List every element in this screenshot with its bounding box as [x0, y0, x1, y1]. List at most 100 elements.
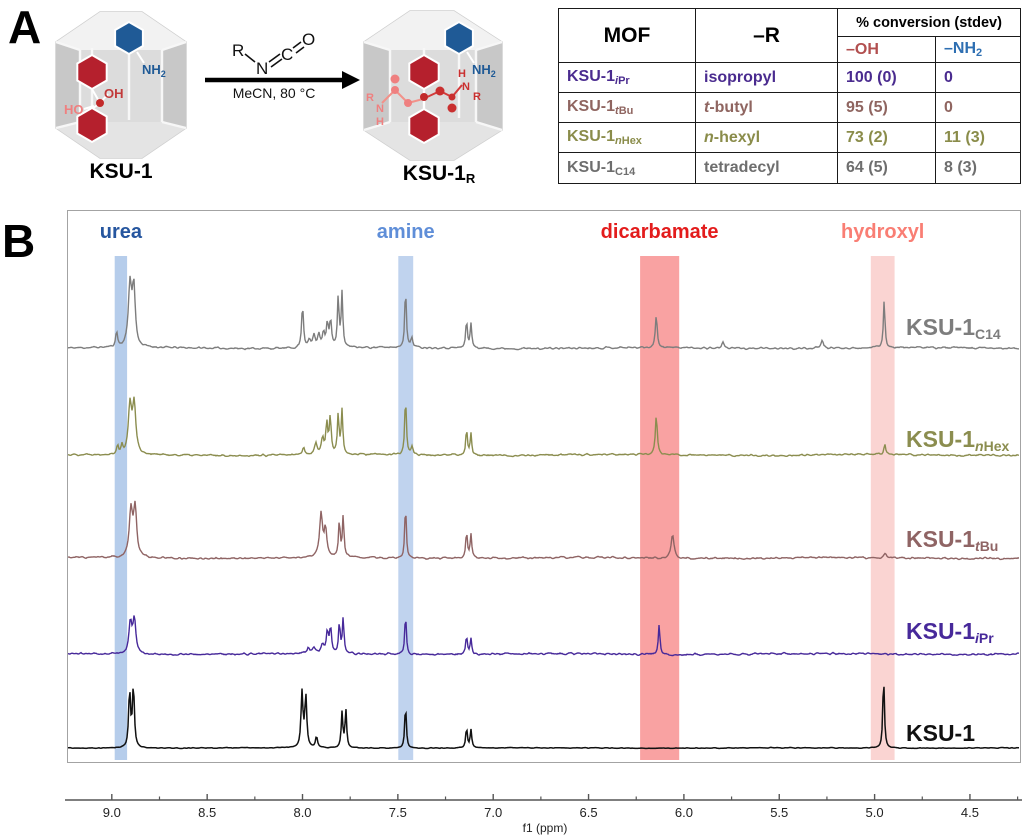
axis-tick-label: 8.5 [198, 805, 217, 820]
mof-name-cell: KSU-1C14 [558, 152, 696, 184]
r-group-cell: isopropyl [695, 62, 838, 93]
trace-label-ksu1-ipr: KSU-1iPr [906, 618, 994, 646]
cage-bottom-face [56, 122, 186, 158]
col-header-oh: –OH [837, 36, 936, 63]
svg-text:N: N [462, 81, 470, 93]
red-linker-hexagon-top [408, 53, 440, 91]
r-group-cell: tetradecyl [695, 152, 838, 184]
region-label-hydroxyl: hydroxyl [841, 221, 925, 243]
conversion-table: MOF –R % conversion (stdev) –OH –NH2 KSU… [558, 8, 1021, 184]
product-name: KSU-1R [402, 162, 476, 186]
blue-linker-hexagon [114, 20, 144, 56]
reagent-c: C [281, 45, 293, 64]
ppm-axis-labels: f1 (ppm) 9.0 8.5 8.0 7.5 7.0 6.5 6.0 5.5 5.0 4.5 [0, 763, 1024, 840]
nh2-conversion-cell: 0 [935, 92, 1021, 123]
trace-label-ksu1-tbu: KSU-1tBu [906, 526, 999, 554]
nh2-label: NH2 [142, 62, 166, 79]
svg-text:N: N [376, 103, 384, 115]
region-label-dicarbamate: dicarbamate [600, 221, 719, 243]
carbamate-chain-left: R N H [366, 74, 424, 128]
reactant-name: KSU-1 [89, 160, 153, 183]
oh-conversion-cell: 73 (2) [837, 122, 936, 153]
blue-linker-hexagon [444, 20, 474, 56]
oh-conversion-cell: 100 (0) [837, 62, 936, 93]
mof-name-cell: KSU-1iPr [558, 62, 696, 93]
reaction-arrow-group: R N C O MeCN, 80 °C [205, 30, 360, 101]
oh-label: OH [104, 86, 124, 101]
diol-carbon-dot [96, 99, 104, 107]
axis-title: f1 (ppm) [522, 821, 568, 835]
r-group-cell: t-butyl [695, 92, 838, 123]
mof-name-cell: KSU-1tBu [558, 92, 696, 123]
carbamate-chain-right: H N R [424, 68, 481, 113]
reactant-cage-illustration: OH HO NH2 [55, 11, 187, 159]
arrow-head [342, 71, 360, 89]
svg-text:H: H [458, 68, 466, 80]
reagent-o: O [302, 30, 315, 49]
table-row: KSU-1iPr isopropyl 100 (0) 0 [558, 62, 1021, 93]
product-cage-illustration: R N H H N R NH2 [363, 10, 503, 161]
cage-left-face [364, 42, 390, 130]
nmr-trace-c14 [68, 275, 1019, 351]
nmr-trace-ksu1 [68, 686, 1019, 750]
nh2-conversion-cell: 11 (3) [935, 122, 1021, 153]
cage-bottom-face [364, 122, 502, 160]
nh2-conversion-cell: 8 (3) [935, 152, 1021, 184]
oh-conversion-cell: 64 (5) [837, 152, 936, 184]
cage-left-face [56, 42, 80, 128]
svg-text:R: R [473, 91, 481, 103]
panel-b-label: B [2, 215, 36, 267]
axis-tick-label: 7.0 [484, 805, 503, 820]
nmr-trace-bu [68, 500, 1019, 561]
nmr-spectra-plot: urea amine dicarbamate hydroxyl KSU-1C14… [67, 210, 1021, 763]
axis-tick-label: 4.5 [960, 805, 979, 820]
region-label-amine: amine [376, 221, 435, 243]
table-row: KSU-1nHex n-hexyl 73 (2) 11 (3) [558, 122, 1021, 153]
mof-name-cell: KSU-1nHex [558, 122, 696, 153]
reagent-n: N [256, 59, 268, 78]
diol-carbon-dot [420, 93, 428, 101]
table-row: KSU-1tBu t-butyl 95 (5) 0 [558, 92, 1021, 123]
cage-top-face [364, 11, 502, 50]
red-linker-hexagon-bottom [76, 106, 108, 144]
col-header-mof: MOF [558, 8, 696, 63]
reaction-conditions: MeCN, 80 °C [233, 85, 316, 101]
spectra-canvas [68, 256, 1019, 760]
trace-label-ksu1: KSU-1 [906, 720, 976, 746]
region-band-hydroxyl [870, 256, 895, 760]
col-header-conversion: % conversion (stdev) [837, 8, 1021, 37]
axis-tick-label: 6.5 [579, 805, 598, 820]
cage-right-face [162, 42, 186, 128]
table-row: KSU-1C14 tetradecyl 64 (5) 8 (3) [558, 152, 1021, 184]
svg-text:H: H [376, 116, 384, 128]
trace-label-ksu1-nhex: KSU-1nHex [906, 426, 1010, 454]
oh-conversion-cell: 95 (5) [837, 92, 936, 123]
col-header-nh2: –NH2 [935, 36, 1021, 63]
panel-a-label: A [8, 1, 42, 53]
region-label-urea: urea [99, 221, 143, 243]
reagent-r: R [232, 41, 244, 60]
region-band-dicarbamate [640, 256, 680, 760]
axis-tick-label: 8.0 [293, 805, 312, 820]
nmr-trace-pr [68, 615, 1019, 657]
nmr-trace-hex [68, 396, 1019, 458]
axis-tick-label: 9.0 [102, 805, 121, 820]
ho-label: HO [64, 102, 84, 117]
isocyanate-bonds [244, 41, 305, 68]
r-group-cell: n-hexyl [695, 122, 838, 153]
red-linker-hexagon-bottom [408, 107, 440, 145]
col-header-r: –R [695, 8, 838, 63]
red-linker-hexagon-top [76, 53, 108, 91]
region-band-urea [114, 256, 128, 760]
region-band-amine [398, 256, 414, 760]
nh2-label: NH2 [472, 62, 496, 79]
nh2-conversion-cell: 0 [935, 62, 1021, 93]
axis-tick-label: 5.5 [770, 805, 789, 820]
axis-tick-label: 7.5 [388, 805, 407, 820]
svg-text:R: R [366, 92, 374, 104]
trace-label-ksu1-c14: KSU-1C14 [906, 314, 1001, 342]
axis-tick-label: 6.0 [674, 805, 693, 820]
ppm-axis [65, 794, 1022, 801]
cage-right-face [476, 42, 502, 130]
